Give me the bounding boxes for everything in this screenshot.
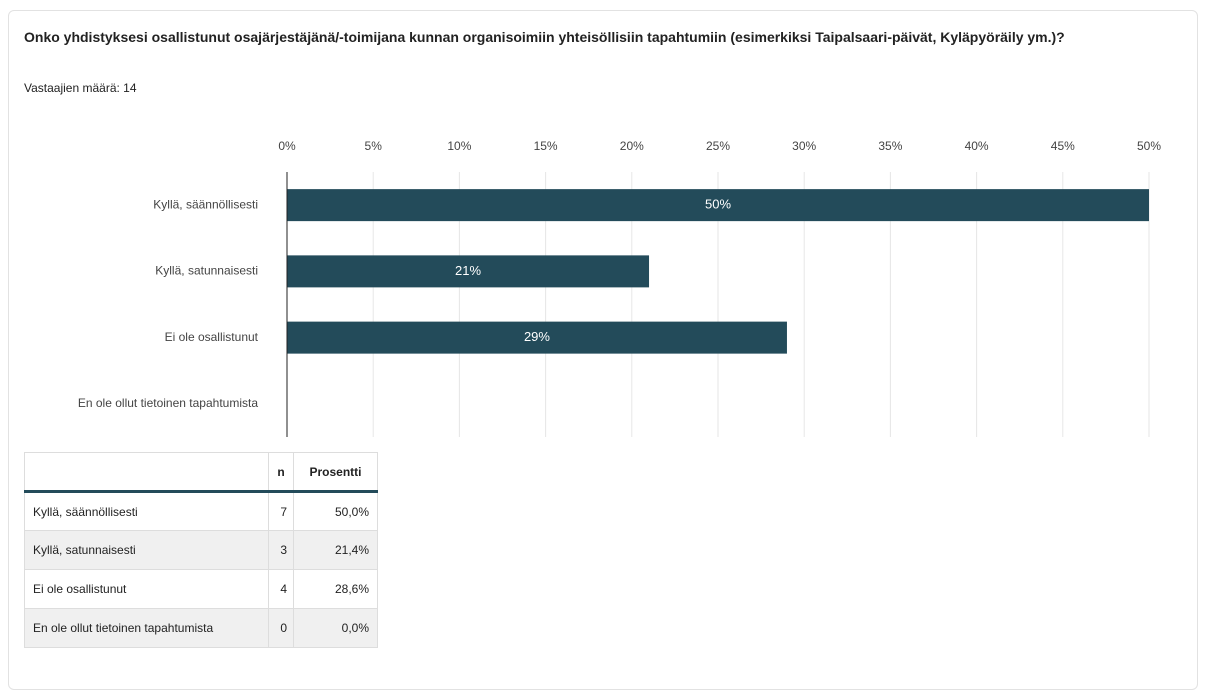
table-cell: 0 <box>268 608 294 648</box>
table-cell: Kyllä, satunnaisesti <box>24 530 269 570</box>
value-label: 29% <box>524 329 550 344</box>
table-cell: 50,0% <box>293 491 378 531</box>
x-tick-label: 50% <box>1137 139 1161 153</box>
chart: 0% 5% 10% 15% 20% 25% 30% 35% 40% 45% 50% Kyllä, sä… <box>78 139 1161 437</box>
table-cell: 0,0% <box>293 608 378 648</box>
value-label: 21% <box>455 263 481 278</box>
data-table: n Prosentti Kyllä, säännöllisesti 7 50,0% K… <box>24 452 378 648</box>
bar <box>287 321 787 354</box>
header-cell: Prosentti <box>293 452 378 493</box>
x-tick-label: 25% <box>706 139 730 153</box>
chart-title: Onko yhdistyksesi osallistunut osajärjes… <box>24 29 1065 45</box>
table-row: Ei ole osallistunut 4 28,6% <box>24 569 378 609</box>
header-cell: n <box>268 452 294 493</box>
header-cell <box>24 452 269 493</box>
x-tick-label: 0% <box>278 139 296 153</box>
table-cell: En ole ollut tietoinen tapahtumista <box>24 608 269 648</box>
y-tick-label: Kyllä, satunnaisesti <box>155 264 258 278</box>
bar <box>287 189 1149 222</box>
y-tick-label: Kyllä, säännöllisesti <box>153 197 258 211</box>
y-tick-label: En ole ollut tietoinen tapahtumista <box>78 396 258 410</box>
table-cell: Kyllä, säännöllisesti <box>24 491 269 531</box>
x-tick-label: 15% <box>534 139 558 153</box>
table-cell: 3 <box>268 530 294 570</box>
x-tick-label: 45% <box>1051 139 1075 153</box>
x-tick-label: 5% <box>365 139 383 153</box>
value-label: 50% <box>705 197 731 212</box>
table-cell: 4 <box>268 569 294 609</box>
x-tick-label: 35% <box>878 139 902 153</box>
table-cell: 28,6% <box>293 569 378 609</box>
table-cell: 21,4% <box>293 530 378 570</box>
table-row: Kyllä, satunnaisesti 3 21,4% <box>24 530 378 570</box>
header-row: n Prosentti <box>24 452 378 493</box>
table-cell: 7 <box>268 491 294 531</box>
x-tick-label: 40% <box>965 139 989 153</box>
y-tick-label: Ei ole osallistunut <box>165 330 259 344</box>
x-tick-label: 20% <box>620 139 644 153</box>
x-tick-label: 10% <box>447 139 471 153</box>
table-row: Kyllä, säännöllisesti 7 50,0% <box>24 491 378 531</box>
bar <box>287 255 650 288</box>
x-tick-label: 30% <box>792 139 816 153</box>
table-row: En ole ollut tietoinen tapahtumista 0 0,0% <box>24 608 378 648</box>
subtitle: Vastaajien määrä: 14 <box>24 81 137 95</box>
table-cell: Ei ole osallistunut <box>24 569 269 609</box>
